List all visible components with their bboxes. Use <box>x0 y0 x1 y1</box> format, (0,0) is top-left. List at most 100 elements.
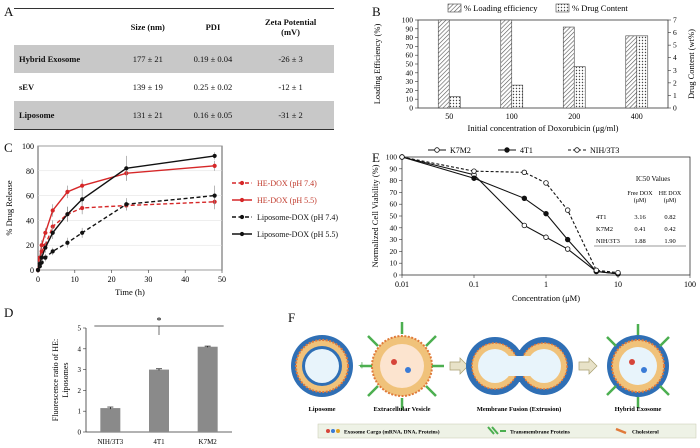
x-tick-label: 0 <box>36 275 40 284</box>
x-tick-label: 0.01 <box>395 280 409 289</box>
y-tick-label: 100 <box>386 153 398 162</box>
x-tick-label: 200 <box>568 112 580 121</box>
y-tick-label: 100 <box>402 16 414 25</box>
data-point <box>543 234 549 240</box>
ic50-value: 0.42 <box>664 226 675 233</box>
transmembrane-protein-icon <box>487 426 506 435</box>
data-point <box>80 183 85 188</box>
legend-label: Liposome-DOX (pH 5.5) <box>257 230 338 239</box>
bar-loading-efficiency <box>437 19 450 109</box>
y-tick-label: 40 <box>390 223 398 232</box>
bar <box>197 346 218 432</box>
extracellular-vesicle-illustration <box>360 322 444 410</box>
data-point <box>212 163 217 168</box>
y-tick-label: 50 <box>390 212 398 221</box>
y2-tick-label: 7 <box>673 16 677 25</box>
cholesterol-icon <box>615 427 627 435</box>
data-point <box>43 230 48 235</box>
y-tick-label: 40 <box>26 216 34 225</box>
data-point <box>37 261 42 266</box>
data-point <box>399 154 405 160</box>
x-tick-label: 50 <box>445 112 453 121</box>
y-tick-label: 10 <box>406 95 414 104</box>
y-axis-label: Normalized Cell Viability (%) <box>370 164 380 267</box>
label-liposome: Liposome <box>308 406 335 413</box>
y-tick-label: 20 <box>26 241 34 250</box>
hybrid-exosome-schematic: + Liposome Extracellular Vesicle Membran… <box>291 322 697 439</box>
y-tick-label: 2 <box>78 387 82 395</box>
data-point <box>39 255 44 260</box>
ic50-col-free-dox: Free DOX (μM) <box>627 191 653 204</box>
table-cell: 139 ± 19 <box>132 82 163 92</box>
legend-label-loading: % Loading efficiency <box>464 3 538 13</box>
arrow-icon <box>449 357 469 375</box>
panel-letter-c: C <box>4 140 13 155</box>
y2-tick-label: 3 <box>673 66 677 75</box>
schematic-legend <box>317 423 697 439</box>
table-header-cell: Size (nm) <box>116 8 179 45</box>
y2-tick-label: 0 <box>673 104 677 113</box>
table-header-cell: PDI <box>178 8 248 45</box>
series-line <box>37 201 215 271</box>
bar-loading-efficiency <box>625 35 638 109</box>
legend-marker <box>239 180 245 186</box>
table-header-cell <box>14 8 117 45</box>
legend-label-drug: % Drug Content <box>572 3 628 13</box>
legend-label: Liposome-DOX (pH 7.4) <box>257 213 338 222</box>
panel-letter-b: B <box>372 4 381 19</box>
data-point <box>80 205 85 211</box>
y-axis-label: Fluorescence ratio of HE:Liposomes <box>51 339 70 421</box>
table-cell: -31 ± 2 <box>247 101 334 130</box>
ic50-value: 3.16 <box>634 214 646 221</box>
characterization-table: Size (nm) PDI Zeta Potential (mV) Hybrid Ex… <box>14 8 334 130</box>
series-line <box>401 156 619 275</box>
bar <box>149 369 169 432</box>
table-cell: -12 ± 1 <box>278 82 303 92</box>
x-tick-label: NIH/3T3 <box>97 438 123 446</box>
data-point <box>521 222 528 229</box>
data-point <box>543 180 549 186</box>
series-line <box>37 194 215 271</box>
y-tick-label: 70 <box>390 188 398 197</box>
x-tick-label: 1 <box>544 280 548 289</box>
legend-label: HE-DOX (pH 7.4) <box>257 179 317 188</box>
data-point <box>43 255 48 260</box>
panel-letter-f: F <box>288 310 296 325</box>
data-point <box>212 193 217 198</box>
row-label: sEV <box>19 82 35 92</box>
data-point <box>35 267 41 273</box>
legend-label: HE-DOX (pH 5.5) <box>257 196 317 205</box>
liposome-illustration <box>291 335 353 397</box>
ic50-title: IC50 Values <box>636 175 671 183</box>
panel-letter-a: A <box>4 4 14 19</box>
legend-marker <box>504 147 510 153</box>
data-point <box>564 207 571 213</box>
data-point <box>615 269 621 276</box>
y2-tick-label: 5 <box>673 41 677 50</box>
table-cell: 177 ± 21 <box>116 45 179 73</box>
data-point <box>50 230 55 235</box>
y-tick-label: 90 <box>406 24 414 33</box>
bar-loading-efficiency <box>500 19 513 109</box>
y-tick-label: 70 <box>406 42 414 51</box>
membrane-fusion-illustration <box>466 337 573 395</box>
data-point <box>564 246 571 252</box>
data-point <box>593 267 600 273</box>
panel-letter-d: D <box>4 305 14 320</box>
label-hybrid-exosome: Hybrid Exosome <box>615 406 662 413</box>
y-tick-label: 4 <box>78 345 82 353</box>
series-line <box>401 156 619 274</box>
legend-swatch-drug <box>555 3 570 13</box>
legend-marker <box>434 147 440 153</box>
plot-frame <box>37 145 223 271</box>
data-point <box>39 243 44 248</box>
fluorescence-ratio-chart: 0 1 2 3 4 5 NIH/3T3 4T1 K7M2 * Fluorescence ratio … <box>51 316 232 446</box>
x-axis-label: Time (h) <box>115 287 145 297</box>
y2-tick-label: 4 <box>673 53 677 62</box>
legend-cholesterol: Cholesterol <box>632 430 659 436</box>
data-point <box>43 245 48 250</box>
drug-release-chart: 0 20 40 60 80 100 0 10 20 30 40 50 Time (h) % Drug Re… <box>4 142 338 297</box>
x-tick-label: 10 <box>71 275 79 284</box>
y-tick-label: 10 <box>390 259 398 268</box>
legend-marker <box>574 147 580 153</box>
